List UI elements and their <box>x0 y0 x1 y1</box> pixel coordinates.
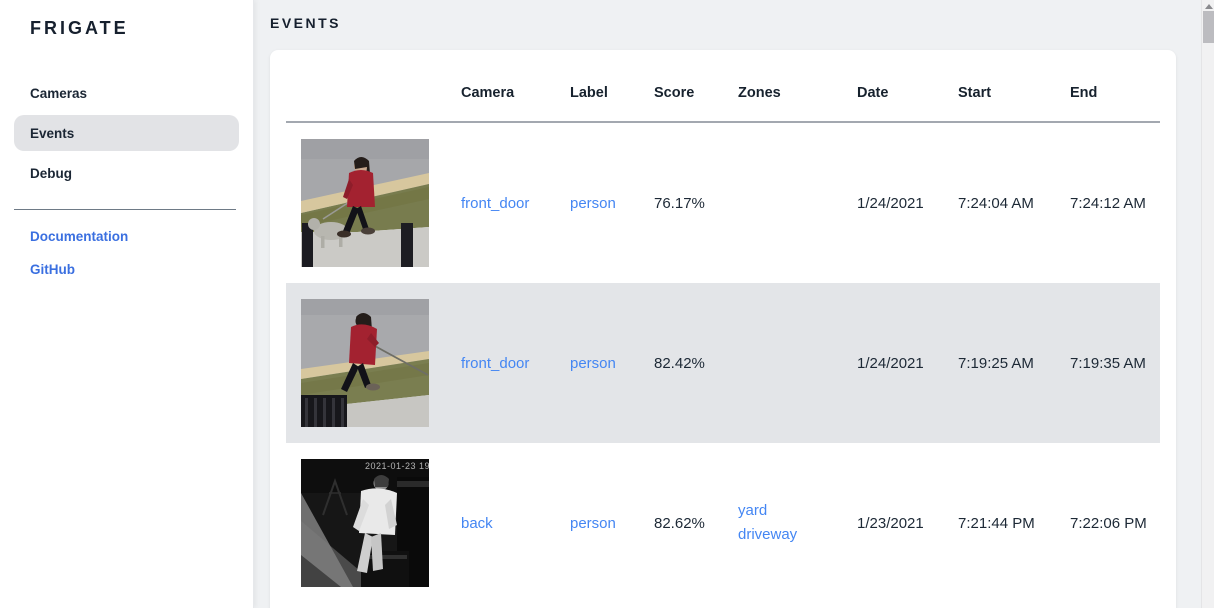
sidebar-item-debug[interactable]: Debug <box>30 165 72 181</box>
end-cell: 7:19:35 AM <box>1070 354 1146 372</box>
app-logo[interactable]: FRIGATE <box>30 18 129 38</box>
event-row[interactable]: front_door person 76.17% 1/24/2021 7:24:… <box>286 123 1160 283</box>
column-header-zones: Zones <box>738 84 781 101</box>
start-cell: 7:24:04 AM <box>958 194 1034 212</box>
score-cell: 82.62% <box>654 514 705 532</box>
score-cell: 76.17% <box>654 194 705 212</box>
start-cell: 7:21:44 PM <box>958 514 1035 532</box>
sidebar-nav: Cameras Events Debug <box>0 75 253 191</box>
column-header-end: End <box>1070 84 1098 101</box>
event-row[interactable]: 2021-01-23 19:21:52 back person <box>286 443 1160 603</box>
label-cell: person <box>554 195 638 212</box>
date-cell: 1/23/2021 <box>857 514 924 532</box>
date-cell: 1/24/2021 <box>857 354 924 372</box>
camera-cell: front_door <box>445 355 554 372</box>
event-thumbnail[interactable]: 2021-01-23 19:21:52 <box>301 459 429 587</box>
score-cell: 82.42% <box>654 354 705 372</box>
column-header-label: Label <box>570 84 608 101</box>
camera-link[interactable]: front_door <box>461 194 530 212</box>
zone-link[interactable]: driveway <box>738 526 798 543</box>
events-card: Camera Label Score Zones Date Start End <box>270 50 1176 608</box>
svg-text:2021-01-23 19:21:52: 2021-01-23 19:21:52 <box>365 461 429 471</box>
label-link[interactable]: person <box>570 354 616 372</box>
camera-cell: front_door <box>445 195 554 212</box>
scrollbar-thumb[interactable] <box>1203 11 1214 43</box>
start-cell: 7:19:25 AM <box>958 354 1034 372</box>
thumbnail-cell <box>286 283 445 443</box>
column-header-score: Score <box>654 84 695 101</box>
label-link[interactable]: person <box>570 514 616 532</box>
vertical-scrollbar[interactable] <box>1201 0 1214 608</box>
date-cell: 1/24/2021 <box>857 194 924 212</box>
label-cell: person <box>554 515 638 532</box>
table-header-row: Camera Label Score Zones Date Start End <box>286 50 1160 123</box>
camera-cell: back <box>445 515 554 532</box>
sidebar: FRIGATE Cameras Events Debug Documentati… <box>0 0 254 608</box>
column-header-date: Date <box>857 84 889 101</box>
column-header-thumbnail <box>286 79 445 93</box>
page-title: EVENTS <box>270 15 342 31</box>
main-content: EVENTS Camera Label Score Zones Date Sta… <box>254 0 1214 608</box>
label-link[interactable]: person <box>570 194 616 212</box>
zones-cell: yard driveway <box>722 499 841 547</box>
event-row[interactable]: front_door person 82.42% 1/24/2021 7:19:… <box>286 283 1160 443</box>
sidebar-item-events[interactable]: Events <box>14 115 239 151</box>
column-header-camera: Camera <box>461 84 515 101</box>
label-cell: person <box>554 355 638 372</box>
column-header-start: Start <box>958 84 992 101</box>
thumbnail-cell: 2021-01-23 19:21:52 <box>286 443 445 603</box>
end-cell: 7:22:06 PM <box>1070 514 1147 532</box>
sidebar-item-cameras[interactable]: Cameras <box>30 85 88 101</box>
event-thumbnail[interactable] <box>301 139 429 267</box>
camera-link[interactable]: front_door <box>461 354 530 372</box>
event-thumbnail[interactable] <box>301 299 429 427</box>
thumbnail-cell <box>286 123 445 283</box>
sidebar-link-github[interactable]: GitHub <box>30 262 75 277</box>
zone-link[interactable]: yard <box>738 502 768 519</box>
camera-link[interactable]: back <box>461 514 493 532</box>
end-cell: 7:24:12 AM <box>1070 194 1146 212</box>
sidebar-link-documentation[interactable]: Documentation <box>30 229 129 244</box>
sidebar-divider <box>14 209 236 210</box>
